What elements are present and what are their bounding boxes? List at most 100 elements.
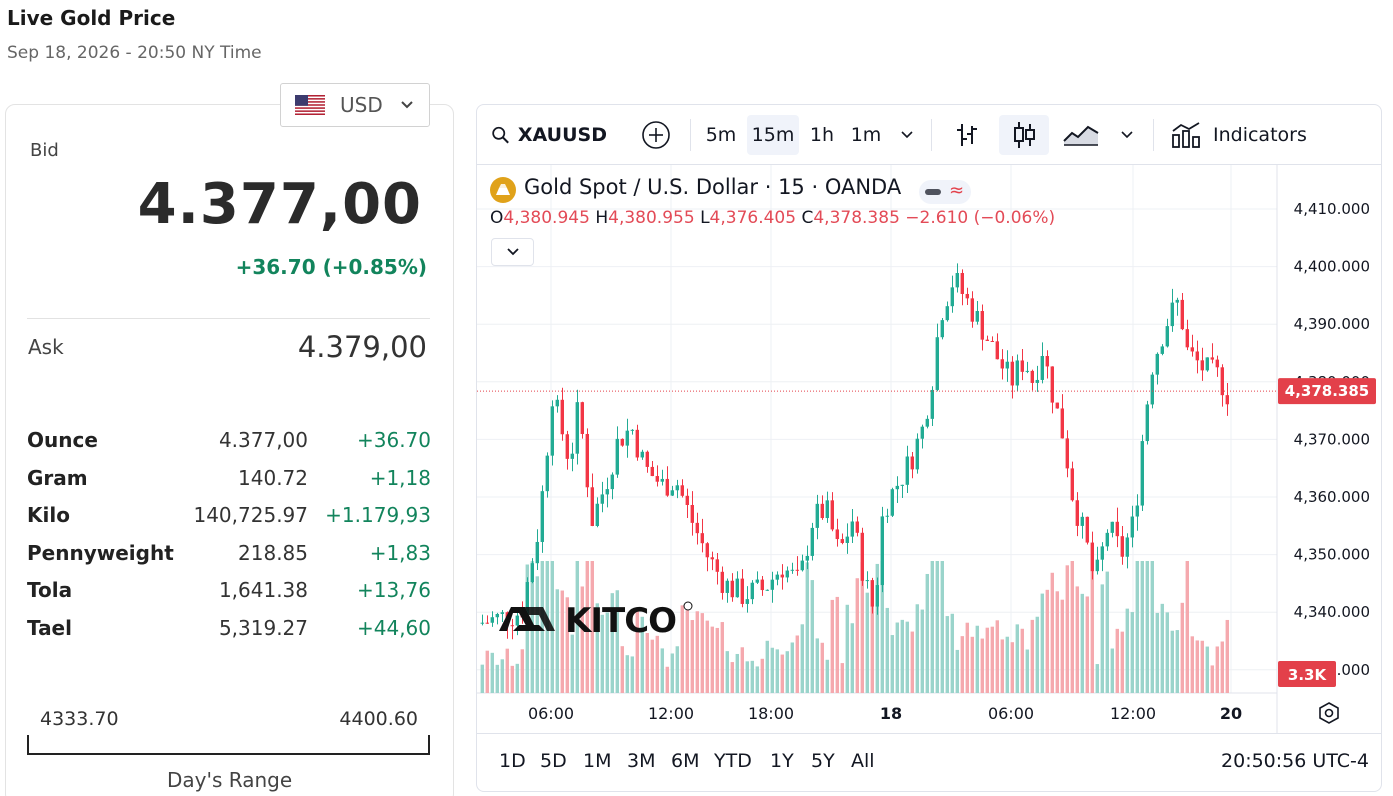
indicators-button[interactable]: Indicators xyxy=(1171,115,1321,155)
candle-body xyxy=(945,306,949,321)
currency-select[interactable]: USD xyxy=(280,83,430,127)
volume-bar xyxy=(855,578,859,693)
unit-name: Gram xyxy=(27,466,88,490)
volume-bar xyxy=(590,561,594,693)
settings-icon xyxy=(1319,702,1339,724)
volume-bar xyxy=(875,563,879,693)
unit-name: Tola xyxy=(27,578,73,602)
legend-collapse-button[interactable] xyxy=(491,238,534,266)
volume-bar xyxy=(790,642,794,693)
candle-body xyxy=(745,599,749,604)
candle-body xyxy=(920,426,924,439)
volume-bar xyxy=(985,627,989,693)
range-1d-button[interactable]: 1D xyxy=(499,750,526,772)
divider xyxy=(27,318,430,319)
currency-label: USD xyxy=(340,93,383,117)
candle-body xyxy=(840,539,844,543)
ask-label: Ask xyxy=(28,335,64,359)
candle-body xyxy=(790,569,794,571)
candle-body xyxy=(620,438,624,446)
range-3m-button[interactable]: 3M xyxy=(627,750,656,772)
candle-body xyxy=(700,533,704,544)
legend-eye-toggle[interactable]: ≈ xyxy=(919,180,971,204)
volume-bar xyxy=(735,653,739,693)
interval-5m-button[interactable]: 5m xyxy=(705,124,737,146)
interval-15m-button[interactable]: 15m xyxy=(747,115,799,155)
volume-bar xyxy=(700,613,704,693)
volume-bar xyxy=(890,635,894,693)
volume-bar xyxy=(720,622,724,693)
range-1y-button[interactable]: 1Y xyxy=(770,750,794,772)
candle-body xyxy=(1185,329,1189,348)
volume-bar xyxy=(770,647,774,693)
volume-bar xyxy=(690,620,694,693)
volume-bar xyxy=(500,659,504,693)
candle-body xyxy=(770,579,774,590)
symbol-search-button[interactable]: XAUUSD xyxy=(487,115,607,155)
volume-bar xyxy=(710,626,714,693)
range-6m-button[interactable]: 6M xyxy=(671,750,700,772)
candles xyxy=(480,263,1229,640)
volume-bar xyxy=(805,562,809,693)
range-5d-button[interactable]: 5D xyxy=(540,750,567,772)
toolbar-separator xyxy=(1153,119,1154,151)
candle-chart-style-button[interactable] xyxy=(999,115,1049,155)
candle-body xyxy=(720,571,724,593)
compare-symbol-button[interactable] xyxy=(638,115,674,155)
candle-body xyxy=(910,456,914,470)
chart-clock: 20:50:56 UTC-4 xyxy=(1221,750,1369,772)
range-all-button[interactable]: All xyxy=(851,750,875,772)
chart-style-dropdown[interactable] xyxy=(1115,115,1139,155)
volume-bar xyxy=(865,592,869,693)
volume-bar xyxy=(600,614,604,693)
range-ytd-button[interactable]: YTD xyxy=(714,750,752,772)
time-axis-label: 12:00 xyxy=(1110,704,1156,723)
candle-body xyxy=(730,580,734,598)
volume-bar xyxy=(775,649,779,693)
volume-bar xyxy=(1050,572,1054,693)
area-chart-style-button[interactable] xyxy=(1061,115,1101,155)
candle-body xyxy=(880,516,884,586)
candle-body xyxy=(690,505,694,523)
kitco-watermark: KITCO xyxy=(499,601,693,641)
candle-body xyxy=(670,490,674,496)
candle-body xyxy=(960,273,964,294)
candle-body xyxy=(695,522,699,534)
bar-chart-style-button[interactable] xyxy=(949,115,985,155)
candle-body xyxy=(855,521,859,533)
watermark-text: KITCO xyxy=(565,601,676,641)
last-price-tag: 4,378.385 xyxy=(1278,378,1376,405)
candle-body xyxy=(635,429,639,458)
volume-bar xyxy=(725,651,729,693)
interval-1h-button[interactable]: 1h xyxy=(809,124,835,146)
volume-bar xyxy=(495,664,499,693)
chart-toolbar: XAUUSD 5m 15m 1h 1m xyxy=(477,105,1381,165)
range-1m-button[interactable]: 1M xyxy=(583,750,612,772)
volume-bar xyxy=(1070,561,1074,693)
candle-body xyxy=(625,430,629,446)
interval-1m-button[interactable]: 1m xyxy=(850,124,882,146)
volume-bar xyxy=(835,596,839,693)
page-datetime: Sep 18, 2026 - 20:50 NY Time xyxy=(7,43,262,63)
volume-bar xyxy=(1150,561,1154,693)
candle-body xyxy=(890,489,894,516)
volume-bar xyxy=(515,663,519,693)
search-icon xyxy=(492,126,509,144)
candle-body xyxy=(1140,441,1144,506)
candle-body xyxy=(785,570,789,578)
candle-body xyxy=(1165,326,1169,347)
candle-body xyxy=(975,311,979,322)
volume-bar xyxy=(1080,593,1084,693)
chart-settings-button[interactable] xyxy=(1319,702,1339,724)
candle-body xyxy=(1000,359,1004,369)
price-chart[interactable]: 4,410.0004,400.0004,390.0004,380.0004,37… xyxy=(477,165,1382,733)
volume-bar xyxy=(485,650,489,693)
candle-body xyxy=(565,434,569,459)
candle-body xyxy=(515,615,519,626)
volume-bar xyxy=(665,666,669,693)
range-5y-button[interactable]: 5Y xyxy=(811,750,835,772)
candle-body xyxy=(915,438,919,470)
interval-dropdown[interactable] xyxy=(895,115,919,155)
page-title: Live Gold Price xyxy=(7,6,176,30)
volume-bar xyxy=(640,616,644,693)
